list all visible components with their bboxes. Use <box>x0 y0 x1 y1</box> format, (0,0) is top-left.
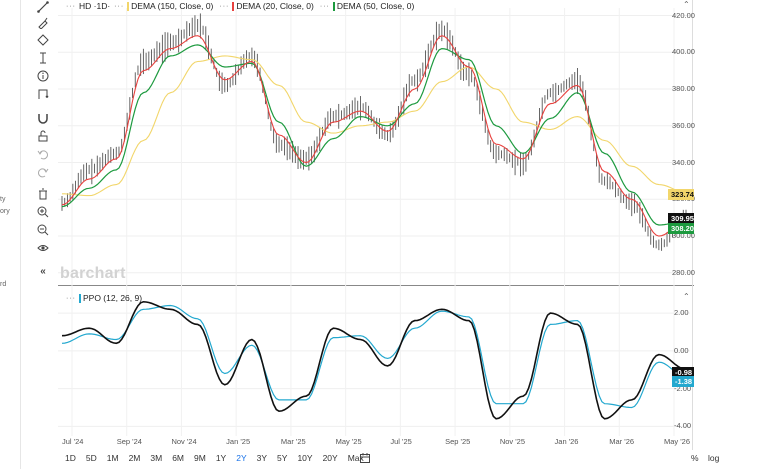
range-button-20y[interactable]: 20Y <box>322 453 338 463</box>
dema-50-tag: 308.20 <box>668 223 694 234</box>
dema-150-tag: 323.74 <box>668 189 694 200</box>
range-button-3y[interactable]: 3Y <box>256 453 268 463</box>
dema-20-swatch <box>232 1 235 11</box>
time-tick-label: Nov '24 <box>171 437 197 446</box>
price-legend: ··· HD ·1D· ··· DEMA (150, Close, 0) ···… <box>66 0 414 12</box>
percent-scale-toggle[interactable]: % <box>691 453 699 463</box>
time-tick-label: Jan '25 <box>226 437 251 446</box>
info-icon[interactable] <box>36 69 50 83</box>
price-tick-label: 280.00 <box>672 267 695 277</box>
range-button-10y[interactable]: 10Y <box>297 453 313 463</box>
range-button-2m[interactable]: 2M <box>128 453 141 463</box>
ppo-signal-line <box>61 304 687 409</box>
node-icon[interactable] <box>36 33 50 47</box>
price-bars <box>61 13 687 251</box>
trash-icon[interactable] <box>36 187 50 201</box>
brush-icon[interactable] <box>36 16 50 30</box>
redo-icon[interactable] <box>36 165 50 179</box>
range-button-6m[interactable]: 6M <box>172 453 184 463</box>
time-tick-label: Jul '24 <box>62 437 84 446</box>
dema-50-swatch <box>332 1 335 11</box>
ppo-line <box>61 300 687 420</box>
time-tick-label: Sep '25 <box>445 437 471 446</box>
ppo-tick-label: -2.00 <box>674 383 692 393</box>
log-scale-toggle[interactable]: log <box>708 453 720 463</box>
range-button-9m[interactable]: 9M <box>194 453 206 463</box>
drawing-toolbar: « <box>28 0 58 290</box>
calendar-icon[interactable] <box>360 453 370 465</box>
collapse-icon[interactable]: « <box>40 265 46 277</box>
time-tick-label: Mar '25 <box>280 437 306 446</box>
symbol-label[interactable]: HD ·1D· <box>79 1 111 11</box>
magnet-icon[interactable] <box>36 111 50 125</box>
time-tick-label: May '26 <box>664 437 691 446</box>
ppo-grid <box>58 312 690 427</box>
undo-icon[interactable] <box>36 147 50 161</box>
range-button-1d[interactable]: 1D <box>65 453 76 463</box>
zoom-out-icon[interactable] <box>36 223 50 237</box>
sidebar-divider <box>20 0 21 469</box>
time-tick-label: Nov '25 <box>499 437 526 446</box>
range-button-3m[interactable]: 3M <box>150 453 163 463</box>
time-tick-label: Mar '26 <box>609 437 635 446</box>
range-button-5y[interactable]: 5Y <box>277 453 288 463</box>
range-button-1y[interactable]: 1Y <box>215 453 227 463</box>
zoom-in-icon[interactable] <box>36 205 50 219</box>
range-button-5d[interactable]: 5D <box>85 453 97 463</box>
range-selector: 1D 5D 1M 2M 3M 6M 9M 1Y 2Y 3Y 5Y 10Y 20Y Max <box>60 453 369 465</box>
range-button-max[interactable]: Max <box>347 453 364 463</box>
measure-icon[interactable] <box>36 51 50 65</box>
sidebar-fragment-1: ty <box>0 196 6 203</box>
time-tick-label: May '25 <box>335 437 362 446</box>
ppo-tick-label: -4.00 <box>674 421 692 431</box>
lock-icon[interactable] <box>36 129 50 143</box>
price-tick-label: 400.00 <box>672 47 695 57</box>
price-tick-label: 300.00 <box>672 231 695 241</box>
trend-line-icon[interactable] <box>36 0 50 14</box>
dema-20-line <box>61 35 687 237</box>
path-icon[interactable] <box>36 87 50 101</box>
dema-150-label[interactable]: DEMA (150, Close, 0) <box>131 1 214 11</box>
ppo-swatch <box>79 293 81 303</box>
ppo-pane-collapse-icon[interactable]: ⌃ <box>683 292 690 301</box>
price-tick-label: 420.00 <box>672 10 695 20</box>
ppo-legend: ··· PPO (12, 26, 9) <box>66 292 142 304</box>
price-grid <box>58 15 690 274</box>
dema-150-swatch <box>127 1 130 11</box>
range-button-1m[interactable]: 1M <box>106 453 119 463</box>
sidebar-fragment-3: rd <box>0 281 7 288</box>
ppo-label[interactable]: PPO (12, 26, 9) <box>83 293 143 303</box>
ppo-signal-tag: -1.38 <box>672 376 694 387</box>
chart-plot[interactable]: ··· HD ·1D· ··· DEMA (150, Close, 0) ···… <box>58 0 695 450</box>
dema-150-line <box>62 55 687 197</box>
last-price-tag: 309.95 <box>668 213 694 224</box>
time-tick-label: Jan '26 <box>554 437 579 446</box>
time-tick-label: Jul '25 <box>390 437 412 446</box>
price-tick-label: 340.00 <box>672 157 695 167</box>
eye-icon[interactable] <box>36 241 50 255</box>
ppo-tick-label: 0.00 <box>674 345 689 355</box>
legend-controls[interactable]: ··· <box>319 2 330 10</box>
dema-20-label[interactable]: DEMA (20, Close, 0) <box>236 1 314 11</box>
sidebar-fragment-2: ory <box>0 208 10 215</box>
dema-50-label[interactable]: DEMA (50, Close, 0) <box>336 1 415 11</box>
price-tick-label: 360.00 <box>672 120 695 130</box>
barchart-watermark: barchart <box>60 265 126 282</box>
legend-controls[interactable]: ··· <box>219 2 230 10</box>
legend-controls[interactable]: ··· <box>114 2 125 10</box>
legend-controls[interactable]: ··· <box>66 2 76 10</box>
range-button-2y[interactable]: 2Y <box>236 453 247 463</box>
price-tick-label: 380.00 <box>672 84 695 94</box>
chart-canvas[interactable] <box>58 0 694 450</box>
ppo-value-tag: -0.98 <box>672 367 694 378</box>
time-grid <box>71 8 675 436</box>
time-tick-label: Sep '24 <box>116 437 142 446</box>
ppo-tick-label: 2.00 <box>674 308 689 318</box>
pane-collapse-icon[interactable]: ⌃ <box>683 0 690 9</box>
ppo-controls[interactable]: ··· <box>66 294 76 302</box>
